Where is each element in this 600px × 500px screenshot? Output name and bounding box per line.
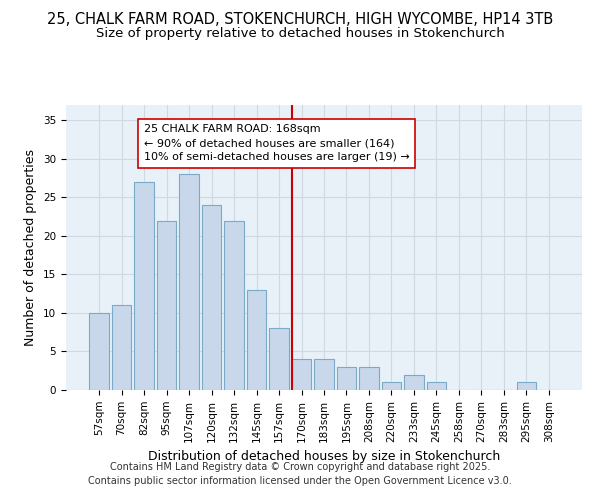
Text: Size of property relative to detached houses in Stokenchurch: Size of property relative to detached ho… [95,28,505,40]
Bar [337,367,356,390]
Text: Contains HM Land Registry data © Crown copyright and database right 2025.: Contains HM Land Registry data © Crown c… [110,462,490,472]
Bar [134,182,154,390]
Bar [224,220,244,390]
Bar [404,374,424,390]
Bar [314,359,334,390]
Bar [247,290,266,390]
Bar [89,313,109,390]
Bar [382,382,401,390]
Bar [427,382,446,390]
Bar [179,174,199,390]
Bar [202,205,221,390]
Bar [269,328,289,390]
X-axis label: Distribution of detached houses by size in Stokenchurch: Distribution of detached houses by size … [148,450,500,463]
Text: 25, CHALK FARM ROAD, STOKENCHURCH, HIGH WYCOMBE, HP14 3TB: 25, CHALK FARM ROAD, STOKENCHURCH, HIGH … [47,12,553,28]
Bar [292,359,311,390]
Bar [157,220,176,390]
Text: 25 CHALK FARM ROAD: 168sqm
← 90% of detached houses are smaller (164)
10% of sem: 25 CHALK FARM ROAD: 168sqm ← 90% of deta… [144,124,410,162]
Bar [517,382,536,390]
Bar [359,367,379,390]
Text: Contains public sector information licensed under the Open Government Licence v3: Contains public sector information licen… [88,476,512,486]
Bar [112,306,131,390]
Y-axis label: Number of detached properties: Number of detached properties [25,149,37,346]
